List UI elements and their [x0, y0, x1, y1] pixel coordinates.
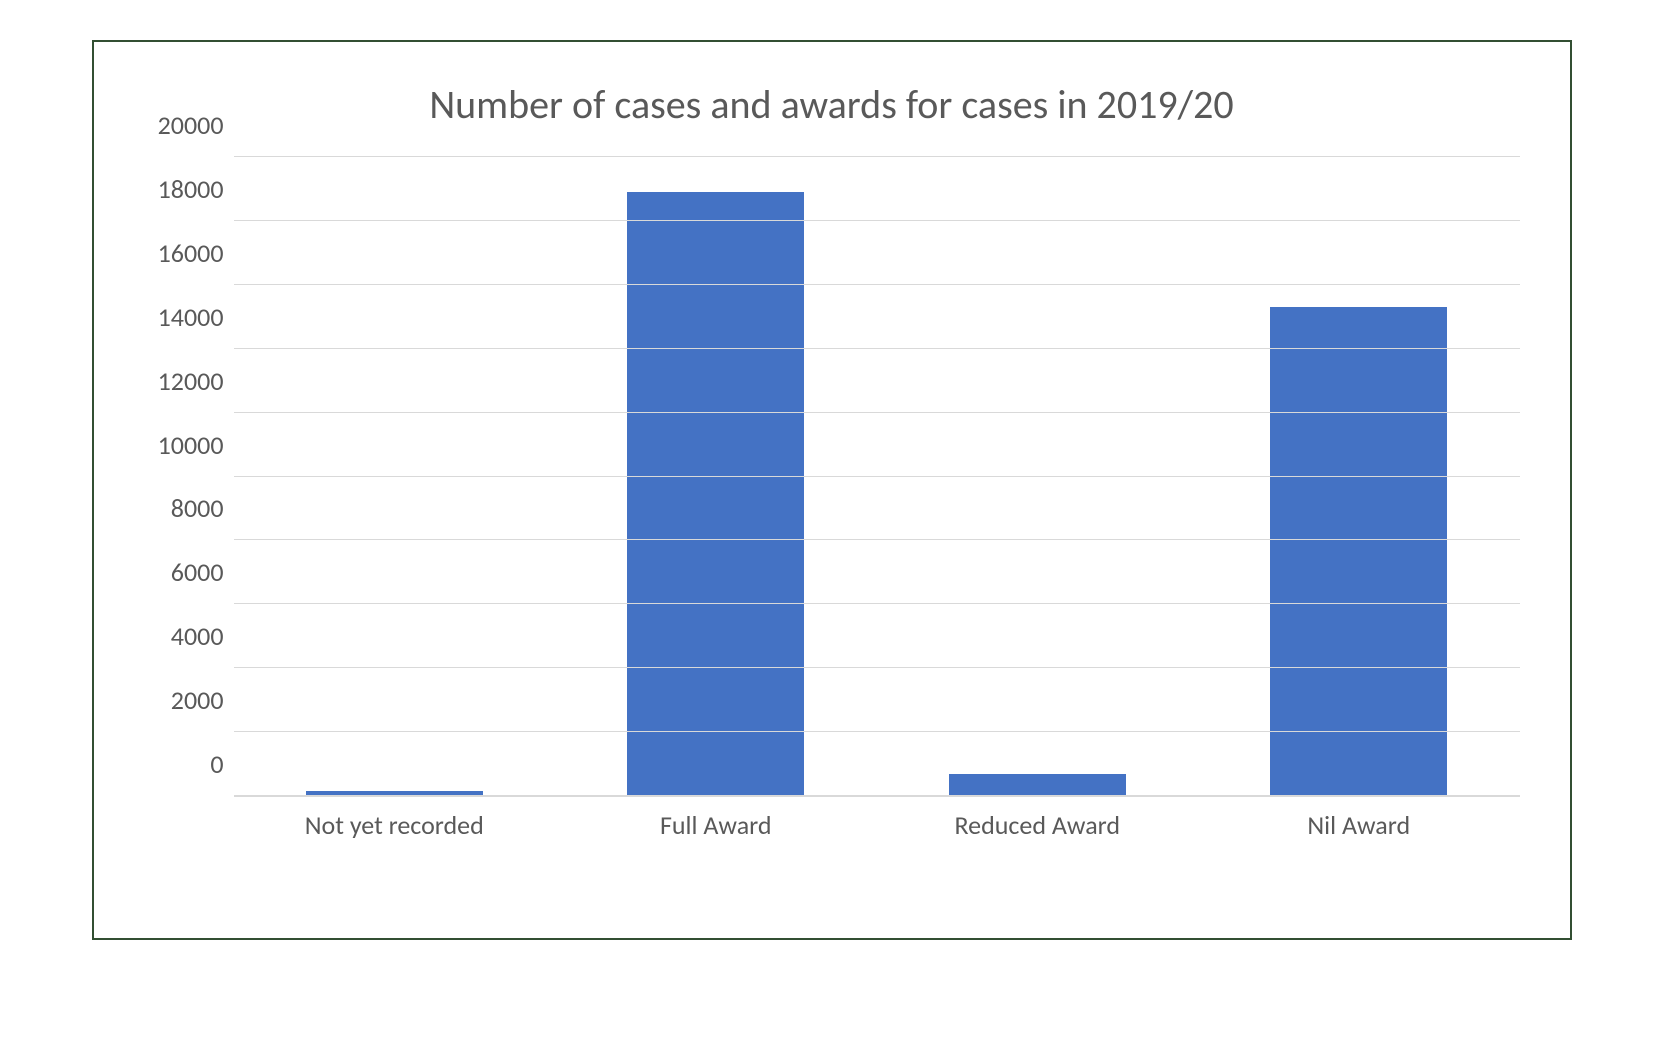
x-tick-label: Nil Award [1198, 797, 1520, 857]
bar [949, 774, 1126, 796]
gridline [234, 603, 1520, 604]
x-tick-label: Not yet recorded [234, 797, 556, 857]
plot-area: 0200040006000800010000120001400016000180… [234, 157, 1520, 797]
y-tick-label: 2000 [124, 684, 224, 716]
y-tick-label: 18000 [124, 173, 224, 205]
y-tick-label: 16000 [124, 237, 224, 269]
y-tick-label: 10000 [124, 429, 224, 461]
gridline [234, 412, 1520, 413]
x-tick-label: Reduced Award [877, 797, 1199, 857]
y-tick-label: 20000 [124, 109, 224, 141]
bar-slot [234, 157, 556, 796]
y-tick-label: 12000 [124, 365, 224, 397]
gridline [234, 476, 1520, 477]
bar-slot [877, 157, 1199, 796]
gridline [234, 156, 1520, 157]
bar [1270, 307, 1447, 796]
y-tick-label: 8000 [124, 492, 224, 524]
chart-frame: Number of cases and awards for cases in … [92, 40, 1572, 940]
y-tick-label: 0 [124, 748, 224, 780]
x-tick-label: Full Award [555, 797, 877, 857]
y-tick-label: 6000 [124, 556, 224, 588]
bar-slot [1198, 157, 1520, 796]
gridline [234, 795, 1520, 796]
y-tick-label: 14000 [124, 301, 224, 333]
bar-slot [555, 157, 877, 796]
gridline [234, 284, 1520, 285]
gridline [234, 731, 1520, 732]
chart-title: Number of cases and awards for cases in … [124, 80, 1540, 129]
bar [627, 192, 804, 796]
gridline [234, 220, 1520, 221]
gridline [234, 539, 1520, 540]
gridline [234, 667, 1520, 668]
y-tick-label: 4000 [124, 620, 224, 652]
bars-container [234, 157, 1520, 796]
plot-wrap: 0200040006000800010000120001400016000180… [234, 157, 1520, 857]
gridline [234, 348, 1520, 349]
x-axis-labels: Not yet recordedFull AwardReduced AwardN… [234, 797, 1520, 857]
